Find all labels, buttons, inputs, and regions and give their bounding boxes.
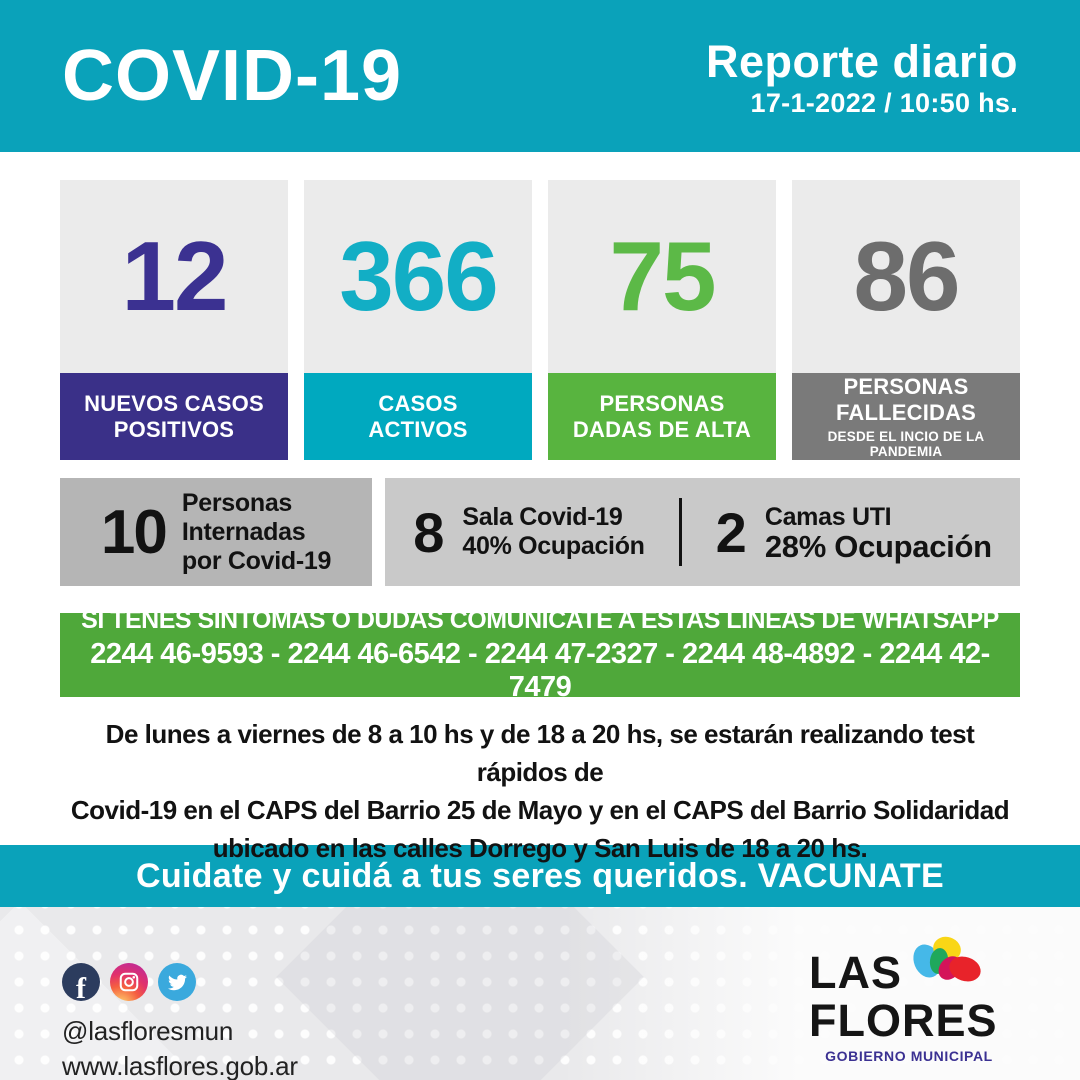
las-flores-logo: LAS FLORES GOBIERNO MUNICIPAL [809, 935, 1024, 1064]
page-title: COVID-19 [62, 36, 403, 116]
vaccination-banner: Cuidate y cuidá a tus seres queridos. VA… [0, 845, 1080, 907]
footer-links: @lasfloresmun www.lasflores.gob.ar [62, 1014, 298, 1080]
stat-label-line1: PERSONAS [843, 374, 969, 399]
hospital-strip: 10 Personas Internadas por Covid-19 8 Sa… [60, 478, 1020, 586]
stat-value-fallecidas: 86 [792, 180, 1020, 373]
facebook-f-glyph: f [76, 972, 86, 1001]
announcement-line1: De lunes a viernes de 8 a 10 hs y de 18 … [105, 719, 975, 787]
instagram-icon[interactable] [110, 963, 148, 1001]
logo-subtitle: GOBIERNO MUNICIPAL [825, 1048, 993, 1064]
twitter-bird-glyph [167, 974, 187, 990]
header: COVID-19 Reporte diario 17-1-2022 / 10:5… [0, 0, 1080, 152]
report-label: Reporte diario [705, 36, 1018, 87]
facebook-icon[interactable]: f [62, 963, 100, 1001]
stat-value-nuevos-casos: 12 [60, 180, 288, 373]
logo-row-las: LAS [809, 935, 1024, 995]
whatsapp-banner: SI TENÉS SÍNTOMAS O DUDAS COMUNÍCATE A E… [60, 606, 1020, 703]
flower-logo-icon [913, 936, 981, 982]
icu-label: Camas UTI 28% Ocupación [764, 503, 992, 564]
admitted-label-line2: Internadas [181, 517, 306, 546]
covid-ward-label: Sala Covid-19 40% Ocupación [462, 503, 645, 561]
stat-label-line1: CASOS [378, 390, 458, 416]
social-block: f @lasfloresmun www.lasflores [62, 963, 298, 1080]
admitted-label: Personas Internadas por Covid-19 [181, 488, 332, 576]
vertical-divider [678, 498, 682, 566]
icu-line2: 28% Ocupación [764, 529, 992, 564]
covid-ward-line2: 40% Ocupación [462, 532, 645, 560]
stat-label-fallecidas: PERSONAS FALLECIDAS DESDE EL INCIO DE LA… [792, 373, 1020, 460]
footer-decoration-diamond [276, 907, 644, 1080]
stat-card-fallecidas: 86 PERSONAS FALLECIDAS DESDE EL INCIO DE… [792, 180, 1020, 460]
admitted-label-line3: por Covid-19 [181, 546, 332, 575]
admitted-label-line1: Personas [181, 488, 293, 517]
admitted-value: 10 [100, 497, 168, 567]
announcement-text: De lunes a viernes de 8 a 10 hs y de 18 … [60, 715, 1020, 863]
covid-ward-line1: Sala Covid-19 [462, 503, 623, 531]
announcement-line3: ubicado en las calles Dorrego y San Luis… [212, 833, 868, 863]
stat-label-line2: ACTIVOS [368, 416, 468, 442]
stat-label-line1: NUEVOS CASOS [84, 390, 264, 416]
footer: f @lasfloresmun www.lasflores [0, 907, 1080, 1080]
covid-ward-group: 8 Sala Covid-19 40% Ocupación [413, 500, 645, 565]
social-icons: f [62, 963, 298, 1001]
instagram-camera-glyph [119, 972, 139, 992]
stat-label-line2: DADAS DE ALTA [572, 416, 752, 442]
social-handle[interactable]: @lasfloresmun [62, 1016, 234, 1046]
stat-label-note: DESDE EL INCIO DE LA PANDEMIA [827, 429, 985, 459]
stat-label-casos-activos: CASOS ACTIVOS [304, 373, 532, 460]
stat-label-line2: POSITIVOS [113, 416, 235, 442]
vaccination-banner-text: Cuidate y cuidá a tus seres queridos. VA… [136, 856, 944, 895]
whatsapp-heading: SI TENÉS SÍNTOMAS O DUDAS COMUNÍCATE A E… [81, 606, 999, 634]
stat-value-casos-activos: 366 [304, 180, 532, 373]
announcement-line2: Covid-19 en el CAPS del Barrio 25 de May… [70, 795, 1010, 825]
icu-group: 2 Camas UTI 28% Ocupación [716, 500, 992, 565]
stat-value-dadas-de-alta: 75 [548, 180, 776, 373]
stat-label-line2: FALLECIDAS [835, 400, 977, 425]
report-meta: Reporte diario 17-1-2022 / 10:50 hs. [706, 39, 1018, 119]
stats-cards: 12 NUEVOS CASOS POSITIVOS 366 CASOS ACTI… [60, 180, 1020, 460]
website-url[interactable]: www.lasflores.gob.ar [62, 1051, 298, 1080]
stat-card-casos-activos: 366 CASOS ACTIVOS [304, 180, 532, 460]
hospital-occupancy: 8 Sala Covid-19 40% Ocupación 2 Camas UT… [385, 478, 1020, 586]
logo-text-las: LAS [809, 947, 902, 998]
hospital-admitted: 10 Personas Internadas por Covid-19 [60, 478, 372, 586]
twitter-icon[interactable] [158, 963, 196, 1001]
stat-label-nuevos-casos: NUEVOS CASOS POSITIVOS [60, 373, 288, 460]
logo-text-flores: FLORES [809, 995, 998, 1046]
icu-value: 2 [715, 500, 747, 564]
covid-ward-value: 8 [413, 500, 444, 564]
stat-card-nuevos-casos: 12 NUEVOS CASOS POSITIVOS [60, 180, 288, 460]
icu-line1: Camas UTI [764, 503, 892, 531]
whatsapp-numbers: 2244 46-9593 - 2244 46-6542 - 2244 47-23… [90, 638, 990, 703]
report-datetime: 17-1-2022 / 10:50 hs. [750, 88, 1018, 118]
stat-label-dadas-de-alta: PERSONAS DADAS DE ALTA [548, 373, 776, 460]
stat-label-line1: PERSONAS [599, 390, 725, 416]
stat-card-dadas-de-alta: 75 PERSONAS DADAS DE ALTA [548, 180, 776, 460]
